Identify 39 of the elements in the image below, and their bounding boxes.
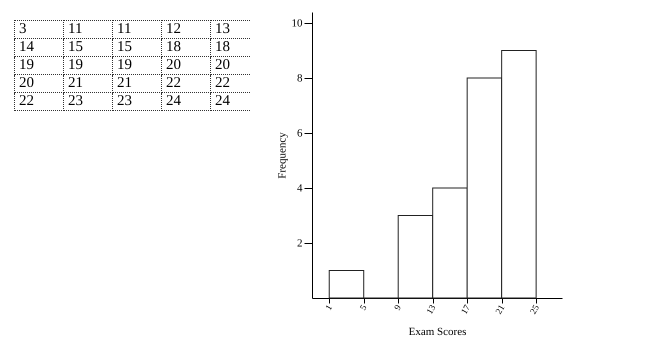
y-axis-title: Frequency — [276, 132, 288, 179]
text: 22 — [210, 74, 260, 92]
x-tick-label: 9 — [392, 302, 404, 312]
text: 11 — [64, 20, 112, 38]
text: 19 — [14, 56, 64, 74]
text: 24 — [162, 92, 210, 110]
text: 15 — [112, 38, 162, 56]
text: 22 — [162, 74, 210, 92]
text: 13 — [210, 20, 260, 38]
text: 20 — [14, 74, 64, 92]
text: 20 — [210, 56, 260, 74]
text: 21 — [112, 74, 162, 92]
x-tick-label: 21 — [493, 303, 506, 316]
text: 23 — [64, 92, 112, 110]
x-tick-label: 1 — [323, 303, 334, 312]
text: 18 — [210, 38, 260, 56]
text: 18 — [162, 38, 210, 56]
text: 20 — [162, 56, 210, 74]
x-tick-label: 5 — [358, 302, 369, 312]
text: 15 — [64, 38, 112, 56]
y-tick-label: 2 — [297, 238, 302, 250]
text: 19 — [64, 56, 112, 74]
text: 12 — [162, 20, 210, 38]
text: 11 — [112, 20, 162, 38]
x-axis-title: Exam Scores — [408, 326, 466, 338]
text: 23 — [112, 92, 162, 110]
text: 19 — [112, 56, 162, 74]
y-tick-label: 10 — [292, 18, 303, 30]
text: 21 — [64, 74, 112, 92]
y-tick-label: 6 — [297, 128, 303, 140]
text: 3 — [14, 20, 64, 38]
x-tick-label: 25 — [528, 302, 542, 316]
x-tick-label: 17 — [458, 302, 472, 316]
text: 24 — [210, 92, 260, 110]
y-tick-label: 8 — [297, 72, 303, 84]
text: 14 — [14, 38, 64, 56]
text: 22 — [14, 92, 64, 110]
y-tick-label: 4 — [297, 182, 303, 194]
x-tick-label: 13 — [424, 302, 438, 316]
